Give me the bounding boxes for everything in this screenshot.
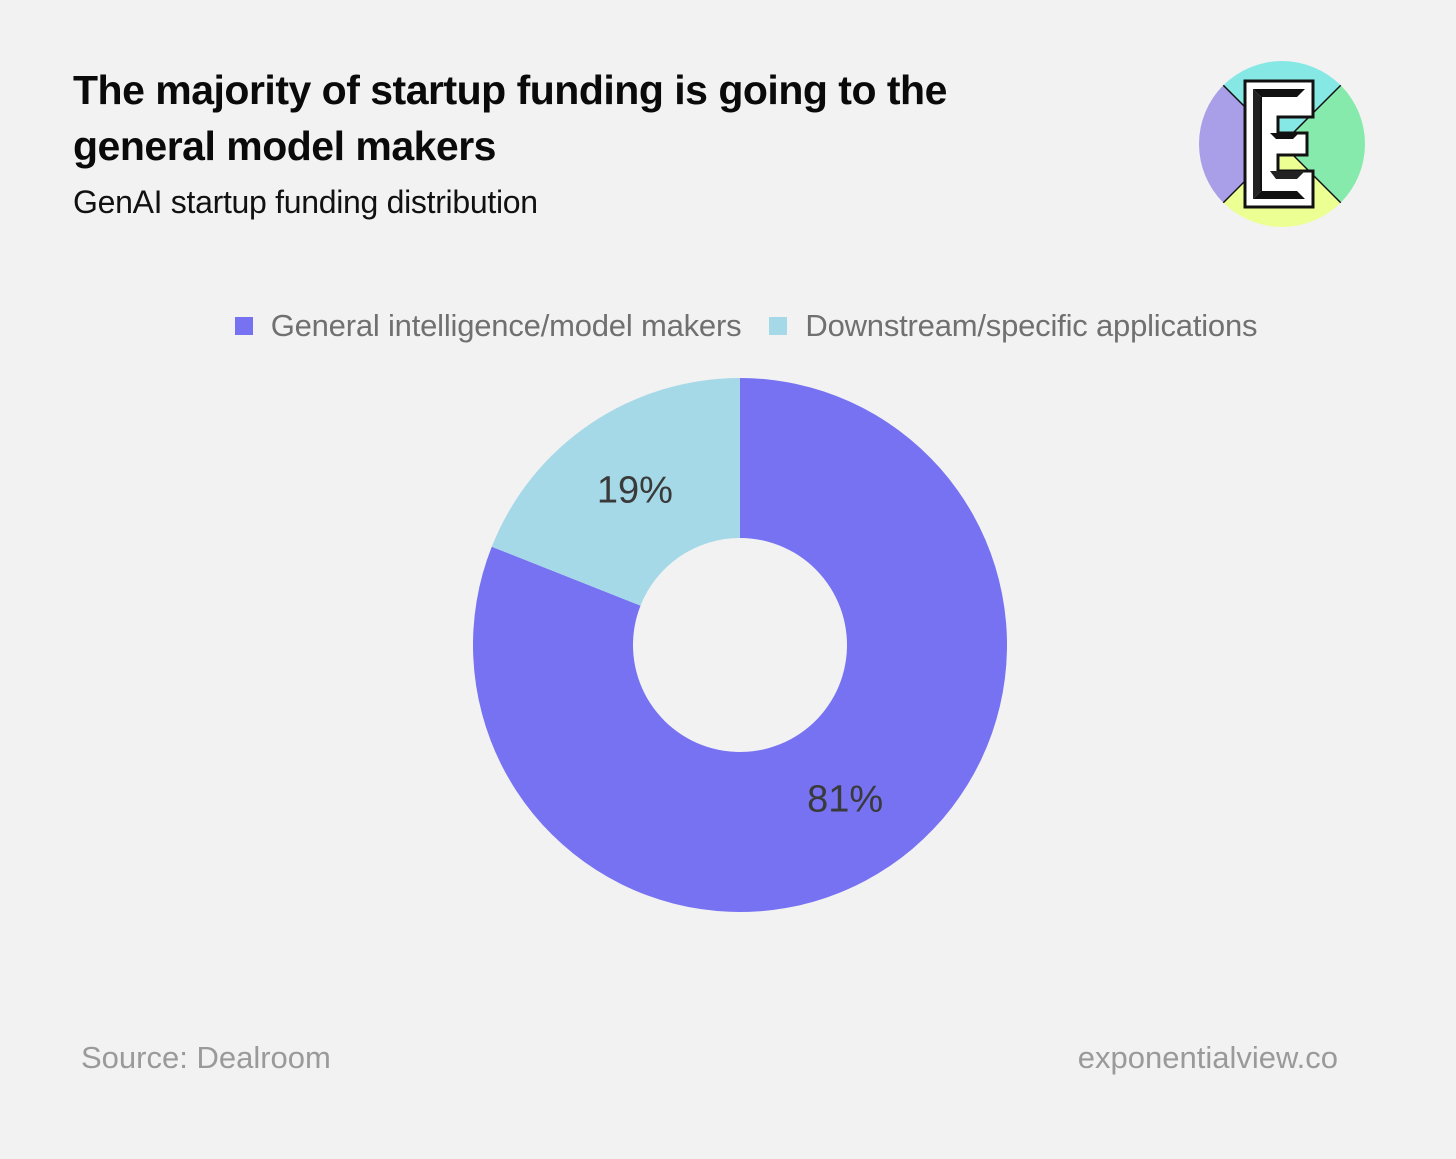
logo-quadrant-left (1199, 61, 1282, 227)
legend-swatch-general (234, 317, 253, 335)
legend-item-downstream: Downstream/specific applications (769, 308, 1258, 344)
logo-letter-e-icon (1243, 79, 1315, 209)
chart-title: The majority of startup funding is going… (73, 67, 947, 169)
site-credit: exponentialview.co (1077, 1040, 1338, 1075)
chart-legend: General intelligence/model makers Downst… (0, 308, 1456, 344)
legend-label-general: General intelligence/model makers (270, 308, 742, 343)
source-note: Source: Dealroom (81, 1040, 331, 1075)
chart-subtitle: GenAI startup funding distribution (73, 184, 538, 220)
legend-label-downstream: Downstream/specific applications (805, 308, 1258, 343)
exponential-view-logo (1199, 61, 1365, 227)
logo-quadrant-right (1282, 61, 1365, 227)
data-label-general: 81% (807, 779, 883, 821)
data-label-downstream: 19% (597, 469, 673, 511)
legend-swatch-downstream (769, 317, 788, 335)
donut-slice-downstream (491, 378, 740, 606)
donut-slice-general (472, 378, 1008, 912)
donut-chart: 81% 19% (472, 378, 1008, 912)
legend-item-general: General intelligence/model makers (234, 308, 742, 344)
